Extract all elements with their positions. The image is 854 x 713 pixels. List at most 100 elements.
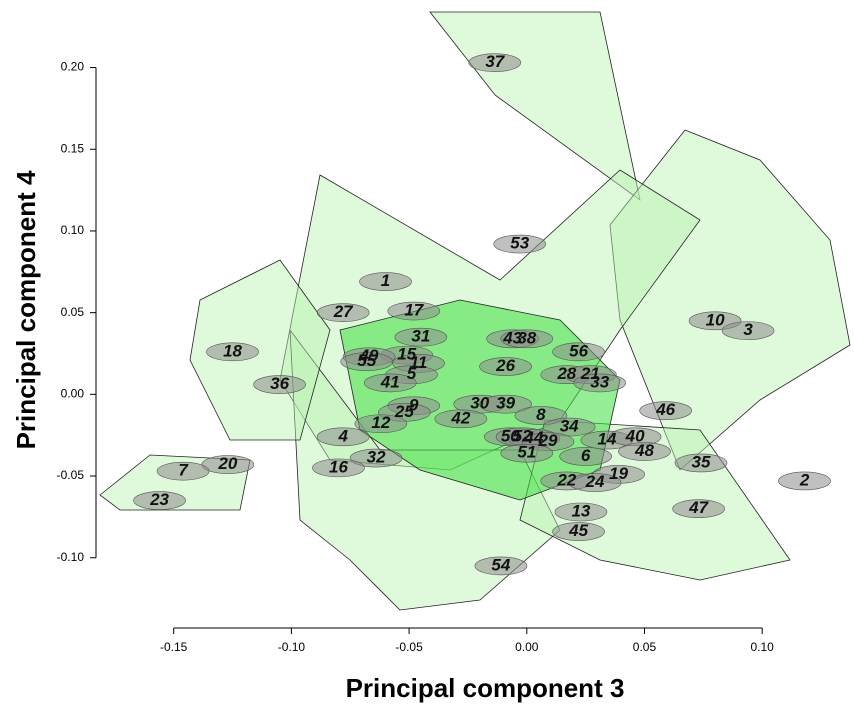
hull (429, 11, 641, 201)
point-label: 29 (538, 431, 558, 450)
point (434, 409, 488, 429)
point (721, 321, 775, 340)
point-label: 13 (571, 501, 590, 520)
point-label: 47 (688, 498, 709, 517)
point-label: 10 (706, 310, 725, 329)
point-label: 53 (510, 234, 529, 253)
point-label: 43 (502, 328, 522, 347)
point-label: 8 (536, 405, 546, 424)
point (500, 443, 554, 463)
point (387, 301, 441, 321)
point-label: 20 (217, 454, 237, 473)
point (316, 427, 370, 447)
y-tick-label: 0.10 (61, 223, 85, 237)
point (479, 357, 532, 376)
point-label: 42 (450, 408, 470, 427)
point-label: 44 (523, 428, 543, 447)
point-label: 39 (496, 394, 515, 413)
point (639, 401, 692, 420)
point-label: 27 (333, 302, 354, 321)
point (349, 448, 403, 468)
point-label: 24 (585, 472, 605, 491)
point-label: 4 (337, 426, 348, 445)
point-label: 19 (609, 464, 628, 483)
y-axis-title: Principal component 4 (11, 170, 41, 449)
point (542, 417, 596, 437)
point-label: 23 (149, 490, 169, 509)
point-label: 35 (692, 452, 711, 471)
y-tick-label: 0.05 (61, 305, 85, 319)
point (778, 471, 831, 491)
point-label: 32 (367, 448, 386, 467)
point (674, 453, 728, 473)
point (554, 502, 608, 522)
x-tick-label: 0.00 (515, 640, 539, 654)
point (316, 303, 370, 322)
point (359, 272, 412, 291)
point (479, 394, 532, 414)
point-label: 33 (590, 372, 609, 391)
point (559, 447, 612, 466)
point (552, 522, 605, 541)
point-label: 25 (394, 402, 414, 421)
point-label: 54 (491, 555, 510, 574)
point (133, 491, 186, 510)
point-label: 49 (359, 346, 379, 365)
y-tick-label: -0.10 (57, 550, 85, 564)
y-tick-label: 0.20 (61, 60, 85, 74)
point (618, 442, 671, 461)
point (206, 342, 259, 362)
point-label: 48 (634, 441, 654, 460)
point (474, 556, 528, 576)
point-label: 51 (517, 443, 536, 462)
point-label: 31 (411, 327, 430, 346)
point-label: 55 (357, 351, 376, 370)
point-label: 46 (655, 400, 675, 419)
point (568, 473, 622, 492)
point-label: 28 (556, 364, 576, 383)
hulls (99, 11, 851, 611)
point-label: 45 (568, 521, 588, 540)
point-label: 38 (517, 328, 536, 347)
point-label: 34 (560, 417, 579, 436)
point-label: 7 (178, 461, 189, 480)
point-label: 9 (409, 395, 419, 414)
y-tick-label: -0.05 (57, 468, 85, 482)
point (394, 327, 448, 347)
point (500, 329, 554, 349)
point-label: 40 (625, 426, 645, 445)
point (672, 499, 725, 519)
point (253, 375, 306, 394)
point-label: 16 (329, 457, 348, 476)
point (493, 234, 547, 254)
point-label: 50 (501, 426, 520, 445)
point (363, 373, 417, 393)
point-label: 37 (485, 52, 505, 71)
point-label: 22 (556, 470, 576, 489)
point (573, 373, 627, 393)
point-label: 11 (410, 353, 428, 372)
point-label: 41 (380, 372, 400, 391)
x-tick-label: -0.05 (395, 640, 423, 654)
x-tick-label: -0.10 (278, 640, 306, 654)
point-label: 21 (580, 364, 600, 383)
hull (609, 129, 851, 471)
point (552, 342, 605, 362)
point-label: 2 (799, 470, 810, 489)
point-label: 18 (223, 341, 242, 360)
x-tick-label: 0.05 (633, 640, 657, 654)
point-label: 1 (381, 271, 390, 290)
point-label: 17 (404, 300, 424, 319)
point (468, 53, 522, 72)
hull (189, 259, 331, 441)
x-axis-title: Principal component 3 (346, 673, 625, 703)
x-tick-label: -0.15 (160, 640, 188, 654)
point-label: 3 (743, 320, 753, 339)
point (312, 458, 365, 478)
point-label: 15 (397, 345, 416, 364)
y-tick-label: 0.00 (61, 387, 85, 401)
point-label: 12 (371, 413, 390, 432)
point-label: 26 (495, 356, 515, 375)
point-label: 52 (513, 426, 532, 445)
